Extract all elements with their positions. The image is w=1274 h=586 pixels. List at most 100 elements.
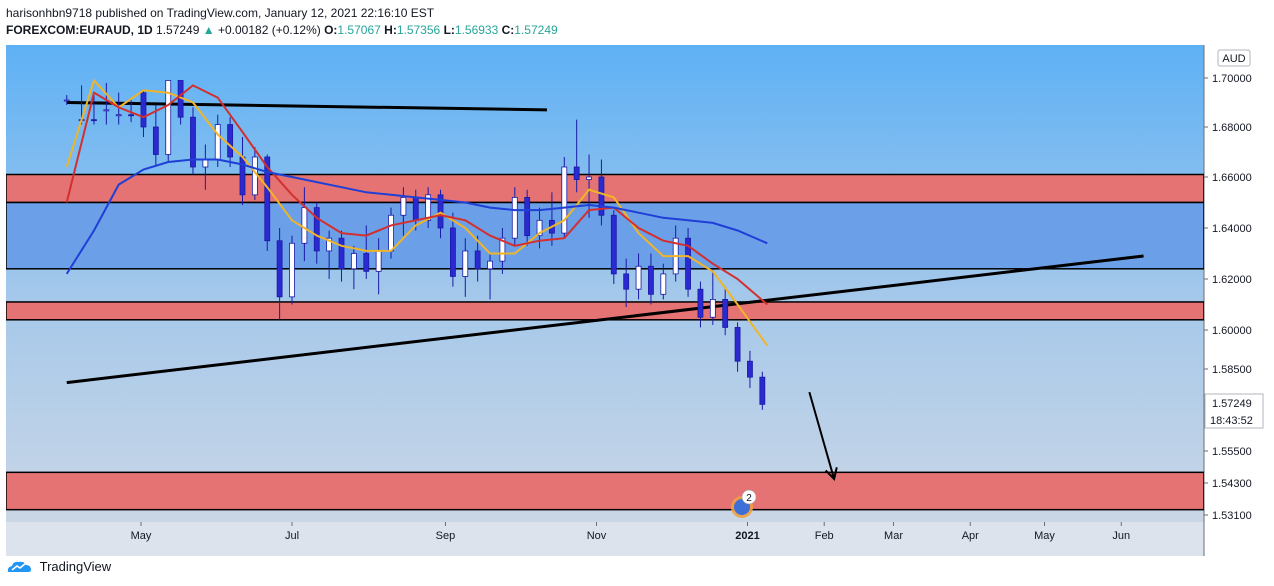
candle-up (388, 214, 394, 252)
candle-down (152, 126, 159, 155)
low-value: 1.56933 (454, 23, 499, 37)
countdown-label: 18:43:52 (1210, 415, 1253, 427)
candle-down (363, 253, 370, 272)
moving-average-line-1 (65, 78, 769, 347)
time-tick-label: Sep (436, 530, 456, 542)
time-tick-label: Apr (962, 530, 979, 542)
candle-up (375, 250, 382, 272)
candle-up (536, 219, 543, 237)
candle-down (697, 288, 704, 318)
candle-down (759, 376, 766, 405)
candle-up (487, 260, 493, 270)
candle-down (734, 327, 741, 362)
candle-down (313, 207, 320, 252)
candle-down (573, 166, 580, 180)
price-tick-label: 1.55500 (1212, 446, 1252, 458)
plot-background (6, 45, 1204, 522)
moving-average-line-3 (65, 158, 768, 275)
ohlc-legend: FOREXCOM:EURAUD, 1D 1.57249 ▲ +0.00182 (… (6, 23, 558, 37)
candle-down (610, 214, 617, 275)
price-tick-label: 1.66000 (1212, 172, 1252, 184)
price-chart[interactable]: 2 AUD 1.70000 1.68000 1.66000 1.64000 1.62000 1… (0, 0, 1274, 556)
candle-down (140, 92, 147, 128)
candle-up (635, 265, 642, 290)
projection-arrow-line (808, 391, 836, 480)
candle-down (128, 114, 134, 117)
candle-up (660, 273, 667, 295)
candle-up (289, 242, 295, 298)
candle-down (474, 250, 481, 270)
price-tick-label: 1.54300 (1212, 478, 1252, 490)
candle-up (400, 196, 407, 216)
high-value: 1.57356 (396, 23, 441, 37)
candle-up (425, 194, 432, 221)
footer-brand-label: TradingView (39, 559, 112, 575)
last-price: 1.57249 (156, 23, 200, 37)
candle-up (511, 196, 518, 239)
price-tick-label: 1.64000 (1212, 223, 1252, 235)
candle-down (685, 237, 691, 290)
candle-up (202, 159, 209, 168)
candle-up (462, 250, 469, 277)
event-count-bubble (741, 489, 757, 505)
price-tick-label: 1.58500 (1212, 364, 1252, 376)
candle-up (103, 109, 110, 112)
price-tick-label: 1.68000 (1212, 122, 1252, 134)
candle-down (239, 156, 246, 196)
lower-trendline (66, 254, 1144, 385)
close-value: 1.57249 (514, 23, 558, 37)
time-tick-label: May (131, 530, 152, 542)
candle-up (63, 99, 70, 102)
plot-area (6, 78, 1204, 518)
symbol-label[interactable]: FOREXCOM:EURAUD, 1D (6, 23, 153, 37)
candle-up (350, 253, 357, 270)
publish-text: published on TradingView.com, January 12… (95, 6, 435, 20)
candle-down (524, 196, 531, 237)
resistance-zone (6, 173, 1204, 204)
candle-down (264, 156, 271, 242)
candle-down (747, 360, 753, 378)
candle-down (623, 273, 630, 290)
candle-down (91, 119, 97, 122)
candle-up (251, 156, 258, 196)
candle-up (214, 124, 221, 160)
low-label: L: (443, 23, 455, 37)
candle-up (165, 80, 172, 155)
currency-label: AUD (1222, 53, 1245, 65)
candle-down (722, 298, 729, 328)
projection-arrowhead (824, 467, 838, 482)
support-zone (6, 301, 1204, 321)
target-zone (6, 471, 1204, 511)
candle-up (709, 298, 716, 318)
price-axis-background (1204, 45, 1270, 522)
candle-down (338, 237, 345, 270)
upper-trendline (66, 101, 547, 112)
time-tick-label: Jun (1112, 530, 1130, 542)
tradingview-logo-icon (7, 561, 31, 572)
last-price-box (1204, 393, 1264, 429)
time-tick-label: Feb (815, 530, 834, 542)
moving-average-line-2 (65, 84, 768, 306)
price-tick-label: 1.53100 (1212, 510, 1252, 522)
time-tick-label: Nov (587, 530, 607, 542)
triangle-up-icon: ▲ (202, 23, 215, 37)
candle-down (437, 194, 444, 229)
high-label: H: (384, 23, 397, 37)
event-count: 2 (746, 493, 752, 504)
author-name[interactable]: harisonhbn9718 (6, 6, 93, 20)
candle-up (586, 176, 592, 180)
open-value: 1.57067 (337, 23, 381, 37)
candle-up (115, 114, 122, 117)
candle-down (450, 227, 456, 277)
time-tick-label: Jul (285, 530, 299, 542)
footer-brand[interactable]: TradingView (6, 558, 111, 578)
price-tick-label: 1.60000 (1212, 325, 1252, 337)
close-label: C: (501, 23, 515, 37)
time-axis-background (6, 522, 1204, 556)
currency-badge (1217, 49, 1251, 67)
time-tick-label: Mar (884, 530, 903, 542)
candle-up (301, 207, 308, 244)
candle-down (598, 176, 605, 216)
price-change: +0.00182 (+0.12%) (217, 23, 321, 37)
candle-down (190, 116, 196, 168)
